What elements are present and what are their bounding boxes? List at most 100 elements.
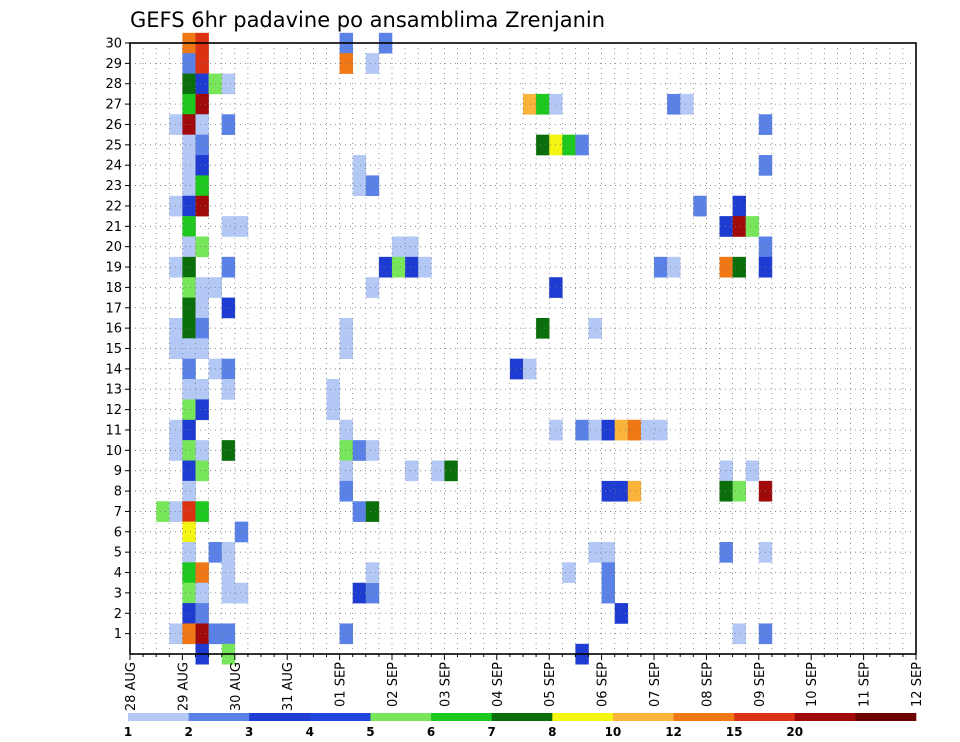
heatmap-cell: [182, 582, 196, 604]
heatmap-cell: [536, 93, 550, 115]
heatmap-cell: [195, 93, 209, 115]
heatmap-cell: [719, 541, 733, 563]
heatmap-cell: [627, 480, 642, 502]
x-tick-label: 06 SEP: [596, 662, 611, 707]
colorbar-swatch: [794, 713, 856, 721]
y-tick-label: 11: [105, 423, 122, 438]
heatmap-cell: [732, 623, 746, 645]
y-tick-label: 8: [114, 485, 122, 500]
heatmap-cell: [719, 216, 733, 237]
heatmap-cell: [182, 480, 196, 502]
heatmap-cell: [195, 379, 209, 400]
y-axis: 1234567891011121314151617181920212223242…: [105, 37, 130, 642]
heatmap-cell: [444, 460, 458, 482]
heatmap-cell: [509, 358, 524, 380]
heatmap-cell: [575, 134, 589, 156]
y-tick-label: 7: [114, 505, 122, 520]
y-tick-label: 24: [105, 159, 122, 174]
heatmap-cell: [195, 155, 209, 176]
heatmap-cell: [221, 562, 236, 584]
heatmap-cell: [719, 460, 733, 482]
heatmap-cell: [745, 216, 760, 237]
heatmap-cell: [234, 521, 249, 543]
heatmap-cell: [365, 53, 380, 74]
y-tick-label: 10: [105, 444, 122, 459]
heatmap-cell: [182, 114, 196, 135]
colorbar-label: 5: [366, 725, 374, 739]
heatmap-cell: [536, 317, 550, 339]
y-tick-label: 23: [105, 179, 122, 194]
heatmap-cell: [339, 419, 353, 441]
heatmap-cell: [326, 399, 340, 421]
heatmap-cell: [182, 236, 196, 258]
colorbar-label: 12: [665, 725, 682, 739]
colorbar-swatch: [431, 713, 492, 721]
x-tick-label: 29 AUG: [176, 662, 191, 711]
heatmap-cell: [667, 256, 681, 278]
heatmap-cell: [221, 379, 236, 400]
colorbar-label: 6: [427, 725, 435, 739]
colorbar-label: 7: [488, 725, 496, 739]
heatmap-cell: [195, 236, 209, 258]
colorbar-swatch: [188, 713, 250, 721]
y-tick-label: 13: [105, 383, 122, 398]
heatmap-cell: [234, 582, 249, 604]
heatmap-cell: [523, 93, 537, 115]
heatmap-cell: [182, 175, 196, 197]
heatmap-cell: [418, 256, 432, 278]
x-tick-label: 11 SEP: [858, 662, 873, 707]
x-tick-label: 01 SEP: [334, 662, 349, 707]
heatmap-cell: [182, 73, 196, 95]
heatmap-cell: [640, 419, 655, 441]
heatmap-cell: [719, 256, 733, 278]
y-tick-label: 5: [114, 546, 122, 561]
heatmap-cell: [182, 256, 196, 278]
heatmap-cell: [182, 379, 196, 400]
heatmap-cell: [352, 582, 367, 604]
heatmap-cell: [182, 419, 196, 441]
heatmap-cell: [195, 114, 209, 135]
y-tick-label: 16: [105, 322, 122, 337]
heatmap-cell: [182, 562, 196, 584]
heatmap-cell: [365, 501, 380, 522]
y-tick-label: 28: [105, 77, 122, 92]
y-tick-label: 27: [105, 98, 122, 113]
heatmap-cell: [732, 480, 746, 502]
colorbar-swatch: [491, 713, 553, 721]
heatmap-cell: [365, 277, 380, 298]
x-tick-label: 05 SEP: [543, 662, 558, 707]
colorbar-swatch: [612, 713, 674, 721]
heatmap-cell: [405, 236, 419, 258]
x-tick-label: 02 SEP: [386, 662, 401, 707]
heatmap-cell: [182, 440, 196, 461]
heatmap-cell: [745, 460, 760, 482]
heatmap-cell: [392, 256, 406, 278]
heatmap-cell: [195, 562, 209, 584]
heatmap-cell: [195, 175, 209, 197]
heatmap-cell: [195, 195, 209, 217]
heatmap-cell: [195, 134, 209, 156]
heatmap-cell: [221, 582, 236, 604]
heatmap-cell: [182, 297, 196, 319]
heatmap-cell: [365, 582, 380, 604]
heatmap-cell: [221, 623, 236, 645]
y-tick-label: 20: [105, 240, 122, 255]
heatmap-cell: [182, 501, 196, 522]
heatmap-cell: [614, 419, 629, 441]
x-tick-label: 31 AUG: [281, 662, 296, 711]
heatmap-cell: [182, 317, 196, 339]
x-tick-label: 10 SEP: [805, 662, 820, 707]
colorbar-label: 20: [786, 725, 803, 739]
x-axis: 28 AUG 29 AUG 30 AUG 31 AUG 01 SEP 02 SEP 03 S…: [124, 654, 925, 711]
heatmap-cell: [182, 460, 196, 482]
heatmap-cell: [627, 419, 642, 441]
heatmap-cell: [195, 338, 209, 359]
colorbar-swatch: [128, 713, 189, 721]
y-tick-label: 21: [105, 220, 122, 235]
heatmap-cell: [601, 562, 615, 584]
y-tick-label: 12: [105, 403, 122, 418]
colorbar-swatch: [552, 713, 614, 721]
heatmap-cell: [182, 603, 196, 624]
y-tick-label: 4: [114, 566, 122, 581]
y-tick-label: 18: [105, 281, 122, 296]
